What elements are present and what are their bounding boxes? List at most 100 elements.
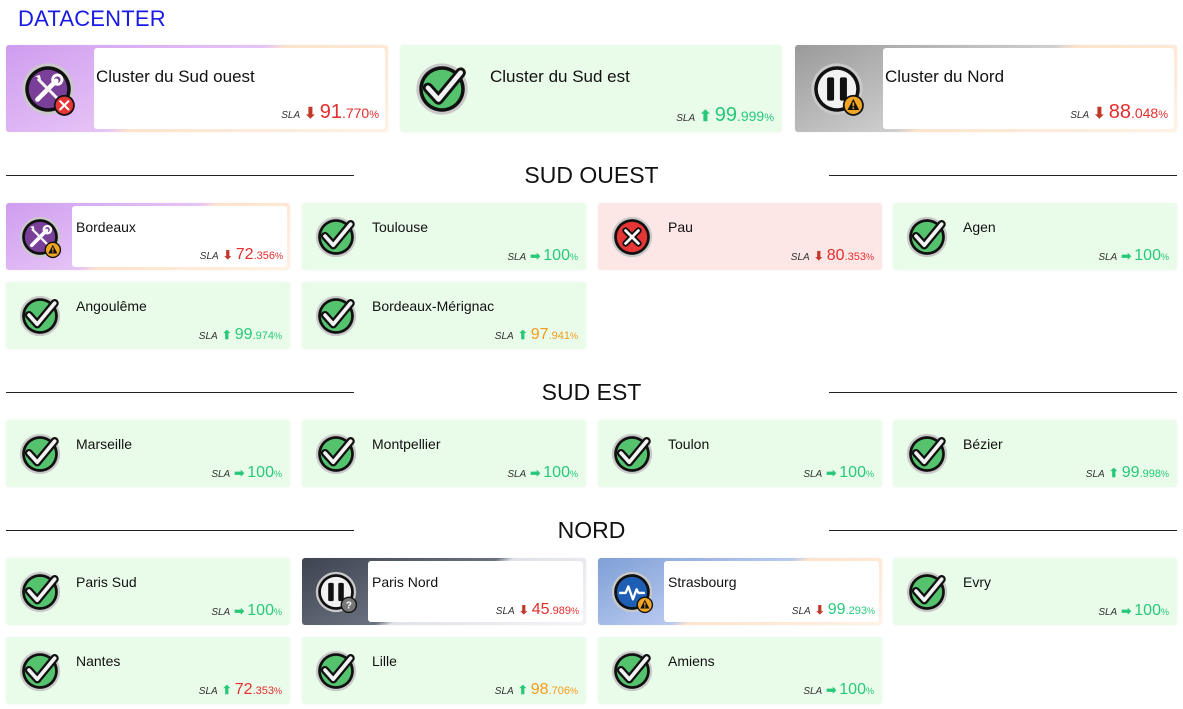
sla-value: SLA ⬆ 98.706% (495, 681, 578, 699)
trend-down-icon: ⬇ (304, 105, 317, 122)
site-card[interactable]: Pau SLA ⬇ 80.353% (598, 203, 882, 270)
sla-label: SLA (198, 686, 218, 697)
sla-percent: % (865, 686, 874, 696)
site-card[interactable]: Bézier SLA ⬆ 99.998% (893, 420, 1177, 487)
site-name[interactable]: Cluster du Nord (885, 67, 1005, 86)
sla-decimal: .293 (845, 605, 867, 617)
site-name[interactable]: Agen (963, 219, 996, 235)
site-card[interactable]: Strasbourg SLA ⬇ 99.293% (598, 558, 882, 625)
site-card[interactable]: Bordeaux SLA ⬇ 72.356% (6, 203, 290, 270)
sla-label: SLA (507, 252, 527, 263)
sla-percent: % (570, 606, 579, 616)
site-name[interactable]: Lille (372, 653, 397, 669)
sla-integer: 99 (234, 326, 253, 343)
site-name[interactable]: Bézier (963, 436, 1003, 452)
site-name[interactable]: Paris Sud (76, 574, 137, 590)
site-name[interactable]: Angoulême (76, 298, 147, 314)
sla-decimal: .706 (548, 685, 570, 697)
sla-percent: % (865, 252, 874, 262)
divider (6, 392, 354, 393)
sla-integer: 99 (1121, 464, 1140, 481)
cluster-card[interactable]: Cluster du Nord SLA ⬇ 88.048% (795, 45, 1177, 132)
site-card[interactable]: Marseille SLA ➡ 100% (6, 420, 290, 487)
site-card[interactable]: Paris Sud SLA ➡ 100% (6, 558, 290, 625)
cluster-card[interactable]: Cluster du Sud ouest SLA ⬇ 91.770% (6, 45, 388, 132)
error-icon (610, 215, 654, 264)
check-icon (18, 570, 62, 619)
site-name[interactable]: Evry (963, 574, 991, 590)
section-title: NORD (557, 517, 626, 543)
site-card[interactable]: Amiens SLA ➡ 100% (598, 637, 882, 704)
site-card[interactable]: Angoulême SLA ⬆ 99.974% (6, 282, 290, 349)
check-icon (314, 294, 358, 343)
monitor-warning-icon (610, 570, 654, 619)
site-name[interactable]: Toulon (668, 436, 710, 452)
cluster-card[interactable]: Cluster du Sud est SLA ⬆ 99.999% (400, 45, 782, 132)
sla-label: SLA (211, 607, 231, 618)
sla-value: SLA ➡ 100% (507, 464, 578, 482)
sla-label: SLA (494, 686, 514, 697)
site-card[interactable]: Bordeaux-Mérignac SLA ⬆ 97.941% (302, 282, 586, 349)
site-name[interactable]: Toulouse (372, 219, 429, 235)
sla-percent: % (866, 606, 875, 616)
sla-value: SLA ⬇ 91.770% (281, 101, 379, 124)
site-name[interactable]: Amiens (668, 653, 715, 669)
divider (829, 175, 1177, 176)
site-name[interactable]: Paris Nord (372, 574, 439, 590)
sla-integer: 100 (247, 602, 274, 619)
section-title: SUD EST (541, 379, 642, 405)
site-card[interactable]: Evry SLA ➡ 100% (893, 558, 1177, 625)
sla-percent: % (1158, 109, 1168, 121)
sla-integer: 80 (826, 247, 845, 264)
pause-unknown-icon: ? (314, 570, 358, 619)
sla-value: SLA ➡ 100% (1098, 247, 1169, 265)
page-title: DATACENTER (18, 6, 166, 31)
site-name[interactable]: Montpellier (372, 436, 441, 452)
site-name[interactable]: Nantes (76, 653, 121, 669)
site-card[interactable]: ? Paris Nord SLA ⬇ 45.989% (302, 558, 586, 625)
sla-value: SLA ⬇ 88.048% (1070, 101, 1168, 124)
site-name[interactable]: Bordeaux-Mérignac (372, 298, 495, 314)
sla-value: SLA ➡ 100% (211, 602, 282, 620)
trend-down-icon: ⬇ (813, 249, 824, 263)
trend-down-icon: ⬇ (1093, 105, 1106, 122)
check-icon (905, 215, 949, 264)
sla-percent: % (369, 109, 379, 121)
sla-integer: 91 (319, 101, 342, 123)
site-name[interactable]: Pau (668, 219, 693, 235)
status-panel: Paris Nord SLA ⬇ 45.989% (368, 561, 583, 622)
sla-integer: 99 (827, 601, 846, 618)
sla-value: SLA ➡ 100% (211, 464, 282, 482)
site-card[interactable]: Nantes SLA ⬆ 72.353% (6, 637, 290, 704)
sla-value: SLA ➡ 100% (507, 247, 578, 265)
site-card[interactable]: Agen SLA ➡ 100% (893, 203, 1177, 270)
sla-value: SLA ⬇ 45.989% (496, 601, 579, 619)
site-name[interactable]: Cluster du Sud ouest (96, 67, 255, 86)
site-card[interactable]: Montpellier SLA ➡ 100% (302, 420, 586, 487)
site-name[interactable]: Cluster du Sud est (490, 67, 630, 86)
trend-up-icon: ⬆ (221, 683, 232, 697)
sla-value: SLA ➡ 100% (1098, 602, 1169, 620)
status-panel: Cluster du Nord SLA ⬇ 88.048% (883, 48, 1174, 129)
site-card[interactable]: Toulouse SLA ➡ 100% (302, 203, 586, 270)
sla-value: SLA ⬆ 99.999% (676, 104, 774, 127)
section-header: SUD OUEST (0, 162, 1183, 192)
trend-flat-icon: ➡ (530, 466, 541, 480)
svg-text:?: ? (346, 600, 352, 611)
site-card[interactable]: Toulon SLA ➡ 100% (598, 420, 882, 487)
sla-decimal: .353 (844, 251, 866, 263)
trend-down-icon: ⬇ (518, 603, 529, 617)
site-name[interactable]: Strasbourg (668, 574, 737, 590)
site-name[interactable]: Marseille (76, 436, 133, 452)
site-card[interactable]: Lille SLA ⬆ 98.706% (302, 637, 586, 704)
sla-label: SLA (1070, 110, 1090, 121)
sla-value: SLA ➡ 100% (803, 681, 874, 699)
sla-integer: 72 (235, 246, 254, 263)
site-name[interactable]: Bordeaux (76, 219, 136, 235)
sla-label: SLA (507, 469, 527, 480)
sla-integer: 97 (530, 326, 549, 343)
sla-label: SLA (676, 113, 696, 124)
section-header: NORD (0, 517, 1183, 547)
sla-label: SLA (790, 252, 810, 263)
trend-up-icon: ⬆ (517, 328, 528, 342)
